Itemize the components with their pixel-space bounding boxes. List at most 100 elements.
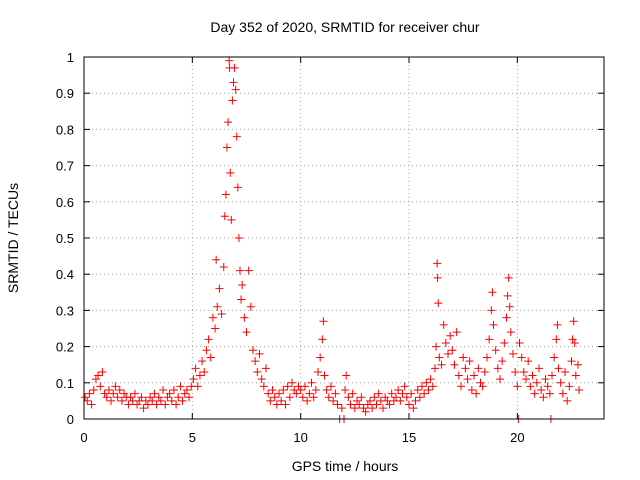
- data-point: [225, 56, 234, 65]
- x-tick-label: 5: [189, 430, 196, 445]
- data-point: [154, 393, 163, 402]
- data-point: [405, 400, 413, 409]
- data-point: [407, 389, 416, 398]
- data-point: [398, 389, 407, 398]
- data-point: [342, 371, 351, 380]
- data-point: [221, 190, 230, 199]
- data-point: [574, 360, 582, 369]
- data-point: [322, 386, 331, 395]
- data-point: [552, 335, 561, 344]
- data-point: [161, 400, 170, 409]
- data-point: [146, 393, 155, 402]
- y-axis-title: SRMTID / TECUs: [5, 183, 21, 293]
- data-point: [206, 353, 215, 362]
- data-point: [437, 360, 446, 369]
- data-point: [448, 346, 457, 355]
- data-point: [498, 357, 507, 366]
- data-point: [113, 393, 122, 402]
- data-point: [249, 346, 257, 355]
- data-point: [450, 360, 459, 369]
- data-point: [561, 367, 569, 376]
- data-point: [253, 367, 262, 376]
- data-point: [355, 400, 364, 409]
- data-point: [372, 400, 381, 409]
- data-point: [163, 393, 172, 402]
- data-point: [461, 364, 470, 373]
- data-point: [246, 302, 255, 311]
- data-point: [305, 389, 314, 398]
- data-point: [230, 63, 239, 72]
- data-point: [231, 85, 240, 94]
- data-point: [570, 338, 579, 347]
- data-point: [109, 389, 118, 398]
- data-point: [318, 335, 327, 344]
- chart-title: Day 352 of 2020, SRMTID for receiver chu…: [210, 19, 480, 35]
- data-point: [176, 382, 185, 391]
- data-point: [474, 364, 483, 373]
- data-point: [204, 335, 213, 344]
- x-axis-title: GPS time / hours: [292, 458, 399, 474]
- data-point: [432, 342, 441, 351]
- data-point: [400, 382, 409, 391]
- data-point: [327, 382, 335, 391]
- data-point: [264, 389, 273, 398]
- data-point: [202, 346, 211, 355]
- data-point: [266, 396, 275, 405]
- data-point: [87, 400, 96, 409]
- data-point: [212, 255, 221, 264]
- data-point: [169, 386, 178, 395]
- data-point: [309, 393, 318, 402]
- data-point: [485, 335, 494, 344]
- data-point: [96, 382, 105, 391]
- data-point: [565, 382, 574, 391]
- data-point: [185, 393, 194, 402]
- data-point: [513, 382, 522, 391]
- data-point: [244, 266, 253, 275]
- data-point: [567, 357, 576, 366]
- data-point: [363, 400, 372, 409]
- data-point: [428, 382, 437, 391]
- data-point: [120, 389, 129, 398]
- data-point: [488, 288, 497, 297]
- data-point: [422, 378, 431, 387]
- data-point: [496, 375, 504, 384]
- data-point: [137, 393, 146, 402]
- data-point: [337, 404, 346, 413]
- data-point: [333, 400, 342, 409]
- data-point: [454, 371, 463, 380]
- data-point: [472, 389, 481, 398]
- data-point: [262, 364, 270, 373]
- data-point: [320, 371, 329, 380]
- axis-ticks: 00.10.20.30.40.50.60.70.80.910 5 10 15 20: [56, 50, 604, 445]
- x-tick-label: 0: [80, 430, 87, 445]
- data-point: [535, 364, 543, 373]
- data-point: [319, 317, 328, 326]
- y-tick-label: 0.7: [56, 159, 74, 174]
- data-point: [117, 396, 126, 405]
- data-point: [500, 338, 509, 347]
- data-point: [569, 317, 578, 326]
- data-point: [301, 382, 309, 391]
- data-point: [130, 389, 139, 398]
- data-point: [165, 389, 174, 398]
- y-tick-label: 0.4: [56, 267, 74, 282]
- data-point: [381, 393, 390, 402]
- data-point: [459, 353, 468, 362]
- data-point: [545, 389, 554, 398]
- data-point: [503, 291, 512, 300]
- data-point: [385, 400, 394, 409]
- data-point: [387, 389, 396, 398]
- data-point: [213, 302, 222, 311]
- data-point: [275, 389, 283, 398]
- data-point: [506, 328, 515, 337]
- data-point: [316, 353, 325, 362]
- data-point: [457, 382, 465, 391]
- grid: [84, 57, 604, 419]
- data-point: [530, 389, 539, 398]
- data-point: [379, 404, 387, 413]
- data-point: [433, 273, 442, 282]
- data-point: [568, 335, 577, 344]
- y-tick-label: 0.9: [56, 86, 74, 101]
- data-point: [511, 367, 520, 376]
